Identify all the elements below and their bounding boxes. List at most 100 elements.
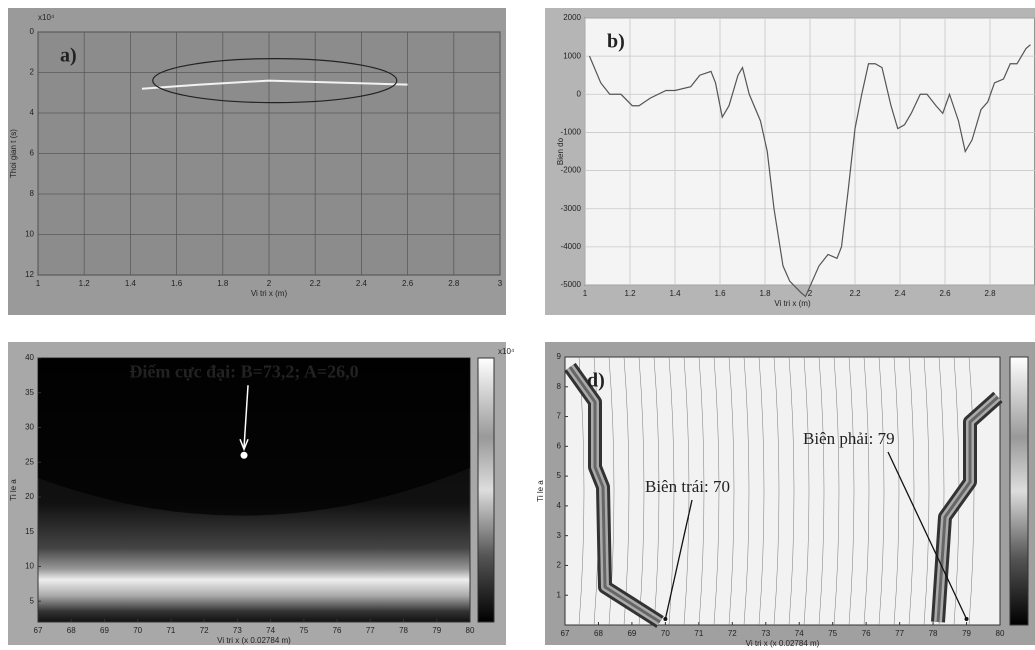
y-tick-label: 9 [557, 352, 562, 361]
x-tick-label: 75 [828, 629, 837, 638]
y-tick-label: 30 [25, 423, 34, 432]
y-tick-label: 2 [557, 561, 562, 570]
panel-label: b) [607, 31, 625, 53]
x-tick-label: 67 [561, 629, 570, 638]
x-tick-label: 78 [929, 629, 938, 638]
y-multiplier: x10⁴ [38, 13, 55, 22]
x-tick-label: 69 [100, 626, 109, 635]
colorbar [1010, 357, 1028, 625]
x-tick-label: 1.6 [714, 289, 726, 298]
x-tick-label: 69 [627, 629, 636, 638]
x-axis-label: Vi tri x (x 0.02784 m) [217, 636, 291, 645]
annotation: Biên trái: 70 [645, 477, 730, 496]
arrow-tip [663, 617, 667, 621]
y-tick-label: 6 [30, 149, 35, 158]
annotation: Biên phải: 79 [803, 429, 895, 448]
x-tick-label: 1.6 [171, 279, 183, 288]
y-tick-label: 40 [25, 353, 34, 362]
max-point [241, 452, 248, 459]
y-tick-label: 35 [25, 388, 34, 397]
x-tick-label: 2.6 [402, 279, 414, 288]
y-tick-label: 0 [577, 89, 582, 98]
x-tick-label: 67 [34, 626, 43, 635]
x-tick-label: 2.4 [356, 279, 368, 288]
x-axis-label: Vi tri x (x 0.02784 m) [746, 639, 820, 648]
y-tick-label: 6 [557, 441, 562, 450]
panel-label: d) [587, 370, 605, 392]
y-tick-label: 10 [25, 562, 34, 571]
x-tick-label: 75 [299, 626, 308, 635]
x-tick-label: 2.2 [310, 279, 322, 288]
y-tick-label: 8 [30, 189, 35, 198]
x-tick-label: 80 [466, 626, 475, 635]
y-tick-label: 5 [557, 471, 562, 480]
x-tick-label: 1 [36, 279, 41, 288]
y-axis-label: Ti le a [536, 480, 545, 502]
y-tick-label: -1000 [561, 128, 582, 137]
x-tick-label: 77 [366, 626, 375, 635]
y-tick-label: 15 [25, 527, 34, 536]
y-tick-label: 10 [25, 230, 34, 239]
x-tick-label: 1.8 [217, 279, 229, 288]
colorbar-label: x10⁴ [498, 347, 515, 356]
y-tick-label: -2000 [561, 166, 582, 175]
x-tick-label: 2 [267, 279, 272, 288]
x-tick-label: 68 [594, 629, 603, 638]
x-tick-label: 76 [333, 626, 342, 635]
arrow-tip [965, 617, 969, 621]
y-tick-label: -5000 [561, 280, 582, 289]
y-tick-label: 25 [25, 457, 34, 466]
x-tick-label: 73 [233, 626, 242, 635]
page: 11.21.41.61.822.22.42.62.83024681012Vi t… [0, 0, 1035, 650]
colorbar [478, 358, 494, 622]
y-tick-label: 7 [557, 412, 562, 421]
y-tick-label: 0 [30, 27, 35, 36]
y-tick-label: 8 [557, 382, 562, 391]
x-tick-label: 73 [761, 629, 770, 638]
x-axis-label: Vi tri x (m) [251, 289, 288, 298]
y-tick-label: 4 [557, 501, 562, 510]
x-tick-label: 71 [694, 629, 703, 638]
y-tick-label: -3000 [561, 204, 582, 213]
y-tick-label: 3 [557, 531, 562, 540]
x-tick-label: 78 [399, 626, 408, 635]
y-axis-label: Bien do [556, 137, 565, 165]
y-tick-label: 20 [25, 492, 34, 501]
x-tick-label: 2.8 [448, 279, 460, 288]
x-tick-label: 70 [133, 626, 142, 635]
figure: 11.21.41.61.822.22.42.62.83024681012Vi t… [0, 0, 1035, 650]
x-tick-label: 79 [432, 626, 441, 635]
x-tick-label: 1.2 [624, 289, 636, 298]
x-tick-label: 1.4 [669, 289, 681, 298]
x-tick-label: 72 [200, 626, 209, 635]
x-tick-label: 68 [67, 626, 76, 635]
annotation: Điểm cực đại: B=73,2; A=26,0 [129, 361, 358, 381]
x-axis-label: Vi tri x (m) [774, 299, 811, 308]
y-tick-label: 4 [30, 108, 35, 117]
x-tick-label: 2.2 [849, 289, 861, 298]
x-tick-label: 1.4 [125, 279, 137, 288]
x-tick-label: 76 [862, 629, 871, 638]
y-tick-label: -4000 [561, 242, 582, 251]
y-tick-label: 5 [30, 596, 35, 605]
y-tick-label: 1 [557, 590, 562, 599]
x-tick-label: 70 [661, 629, 670, 638]
y-axis-label: Ti le a [9, 479, 18, 501]
x-tick-label: 1.8 [759, 289, 771, 298]
x-tick-label: 77 [895, 629, 904, 638]
y-tick-label: 2000 [563, 13, 581, 22]
panel-label: a) [60, 45, 77, 67]
x-tick-label: 1.2 [79, 279, 91, 288]
x-tick-label: 2.6 [939, 289, 951, 298]
x-tick-label: 74 [795, 629, 804, 638]
x-tick-label: 2.4 [894, 289, 906, 298]
y-tick-label: 12 [25, 270, 34, 279]
x-tick-label: 74 [266, 626, 275, 635]
x-tick-label: 71 [166, 626, 175, 635]
y-tick-label: 1000 [563, 51, 581, 60]
x-tick-label: 72 [728, 629, 737, 638]
x-tick-label: 79 [962, 629, 971, 638]
y-tick-label: 2 [30, 68, 35, 77]
x-tick-label: 3 [498, 279, 503, 288]
y-axis-label: Thoi gian t (s) [9, 129, 18, 178]
